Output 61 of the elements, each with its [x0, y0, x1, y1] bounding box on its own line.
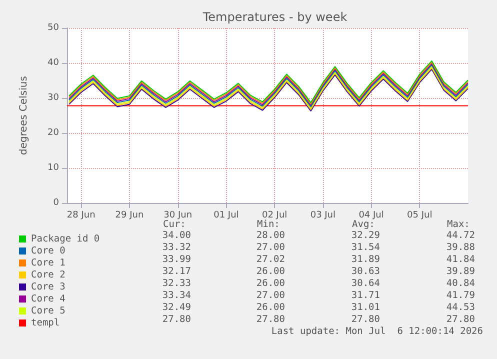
text: 30.63 — [351, 266, 380, 277]
legend-label: Core 1 — [31, 258, 66, 268]
text: 44.53 — [446, 302, 475, 313]
text: 30.64 — [351, 278, 380, 289]
legend-label: templ — [31, 318, 60, 328]
x-tick-label: 02 Jul — [262, 210, 288, 220]
chart-title: Temperatures - by week — [202, 10, 348, 24]
text: 32.17 — [162, 266, 191, 277]
text: 39.88 — [446, 242, 475, 253]
x-tick-label: 28 Jun — [66, 210, 96, 220]
y-tick-label: 50 — [48, 23, 60, 33]
text: 41.79 — [446, 290, 475, 301]
text: 26.00 — [256, 302, 285, 313]
legend-label: Core 0 — [31, 246, 66, 256]
y-tick-label: 0 — [53, 198, 60, 208]
legend-label: Core 3 — [31, 282, 66, 292]
x-tick-label: 30 Jun — [164, 210, 192, 220]
text: 44.72 — [446, 230, 475, 241]
y-tick-label: 20 — [48, 128, 60, 138]
text: 26.00 — [256, 266, 285, 277]
x-tick-label: 05 Jul — [407, 210, 432, 220]
text: 32.33 — [162, 278, 191, 289]
text: 32.29 — [351, 230, 380, 241]
text: 31.71 — [351, 290, 380, 301]
text: Max: — [447, 219, 470, 230]
text: 27.80 — [351, 314, 380, 325]
text: 27.00 — [256, 290, 285, 301]
text: Cur: — [163, 219, 186, 230]
text: 40.84 — [446, 278, 475, 289]
text: 27.80 — [446, 314, 475, 325]
text: 34.00 — [162, 230, 191, 241]
text: 39.89 — [446, 266, 475, 277]
text: 33.32 — [162, 242, 191, 253]
text: 31.89 — [351, 254, 380, 265]
legend-label: Package id 0 — [31, 234, 100, 244]
text: 27.80 — [256, 314, 285, 325]
text: 26.00 — [256, 278, 285, 289]
y-tick-label: 40 — [48, 58, 60, 68]
text: 41.84 — [446, 254, 475, 265]
legend-label: Core 4 — [31, 294, 66, 304]
x-tick-label: 03 Jul — [310, 210, 336, 220]
text: 33.99 — [162, 254, 191, 265]
x-tick-label: 29 Jun — [115, 210, 144, 220]
text: 32.49 — [162, 302, 191, 313]
text: 27.80 — [162, 314, 191, 325]
text: 31.01 — [351, 302, 380, 313]
text: Last update: Mon Jul 6 12:00:14 2026 — [271, 326, 483, 337]
x-tick-label: 04 Jul — [358, 210, 384, 220]
legend-label: Core 2 — [31, 270, 66, 280]
y-tick-label: 30 — [48, 93, 60, 103]
y-tick-label: 10 — [48, 163, 60, 173]
text: Min: — [257, 219, 280, 230]
text: 27.00 — [256, 242, 285, 253]
text: Avg: — [352, 219, 375, 230]
x-tick-label: 01 Jul — [214, 210, 239, 220]
legend-label: Core 5 — [31, 306, 66, 316]
y-axis-title: degrees Celsius — [18, 76, 30, 155]
text: 33.34 — [162, 290, 191, 301]
text: 27.02 — [256, 254, 285, 265]
text: 31.54 — [351, 242, 380, 253]
text: 28.00 — [256, 230, 285, 241]
